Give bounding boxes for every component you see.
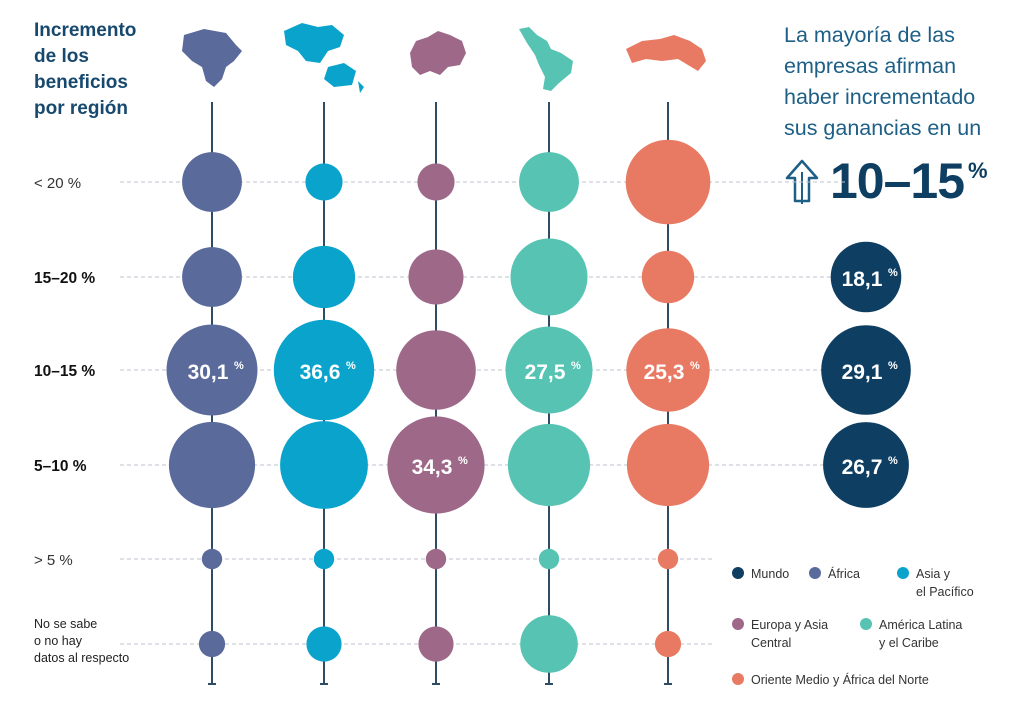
category-label: < 20 %: [34, 175, 81, 192]
bubble: [306, 626, 342, 662]
europe-central-asia-map-icon: [410, 31, 466, 75]
title-line: Incremento: [34, 20, 137, 41]
value-unit: %: [690, 360, 700, 372]
headline-line: haber incrementado: [784, 85, 976, 109]
bubble: [396, 330, 476, 410]
value-unit: %: [458, 455, 468, 467]
legend-swatch: [809, 567, 821, 579]
latin-america-map-icon: [519, 27, 573, 91]
bubble: [425, 548, 447, 570]
headline-unit: %: [968, 158, 988, 183]
africa-map-icon: [182, 29, 242, 87]
legend-swatch: [732, 673, 744, 685]
bubble: [305, 163, 343, 201]
bubble: [168, 421, 256, 509]
bubble: [519, 152, 579, 212]
legend-label: Oriente Medio y África del Norte: [751, 672, 929, 687]
value-label: 34,3: [412, 456, 453, 479]
bubble: [626, 328, 710, 412]
bubble: [313, 548, 335, 570]
headline-line: sus ganancias en un: [784, 116, 982, 140]
category-label: > 5 %: [34, 552, 73, 569]
bubble: [166, 324, 258, 416]
bubble: [273, 319, 375, 421]
legend-swatch: [897, 567, 909, 579]
value-label: 30,1: [188, 361, 229, 384]
bubble: [654, 630, 682, 658]
legend-label: Mundo: [751, 567, 789, 581]
bubble: [823, 422, 909, 508]
headline-value: 10–15: [830, 153, 965, 209]
bubble: [507, 423, 591, 507]
category-label: No se sabe o no hay datos al respecto: [34, 617, 129, 665]
bubble: [821, 325, 911, 415]
chart-title: Incremento de los beneficios por región: [34, 18, 174, 122]
bubble: [830, 241, 902, 313]
bubble: [198, 630, 226, 658]
bubble: [182, 247, 242, 307]
bubble: [387, 416, 485, 514]
category-label: 5–10 %: [34, 458, 87, 475]
legend-label: Europa y Asia Central: [751, 618, 828, 650]
value-label: 18,1: [842, 268, 883, 291]
bubble: [626, 423, 710, 507]
category-label: 10–15 %: [34, 363, 95, 380]
value-unit: %: [888, 455, 898, 467]
middle-east-north-africa-map-icon: [626, 35, 706, 71]
value-label: 29,1: [842, 361, 883, 384]
legend-swatch: [732, 618, 744, 630]
legend-label: América Latina y el Caribe: [879, 618, 962, 650]
up-arrow-icon: [785, 159, 819, 204]
title-line: beneficios: [34, 72, 128, 93]
value-unit: %: [346, 360, 356, 372]
legend-label: África: [828, 566, 860, 581]
bubble: [641, 250, 695, 304]
bubble: [657, 548, 679, 570]
category-label: 15–20 %: [34, 270, 95, 287]
bubble: [201, 548, 223, 570]
title-line: de los: [34, 46, 89, 67]
legend-swatch: [732, 567, 744, 579]
bubble: [408, 249, 464, 305]
value-unit: %: [888, 360, 898, 372]
value-label: 36,6: [300, 361, 341, 384]
value-label: 27,5: [525, 361, 566, 384]
headline-line: empresas afirman: [784, 54, 957, 78]
bubble: [292, 245, 356, 309]
headline-line: La mayoría de las: [784, 23, 955, 47]
bubble: [280, 421, 368, 509]
bubble: [538, 548, 560, 570]
bubble: [417, 163, 455, 201]
legend-swatch: [860, 618, 872, 630]
title-line: por región: [34, 98, 128, 119]
value-unit: %: [234, 360, 244, 372]
headline: La mayoría de las empresas afirman haber…: [784, 20, 1019, 144]
value-unit: %: [888, 267, 898, 279]
bubble: [418, 626, 454, 662]
value-label: 25,3: [644, 361, 685, 384]
value-unit: %: [571, 360, 581, 372]
bubble: [510, 238, 588, 316]
asia-pacific-map-icon: [284, 23, 364, 93]
legend-label: Asia y el Pacífico: [916, 567, 974, 599]
bubble: [182, 152, 242, 212]
bubble: [520, 615, 578, 673]
value-label: 26,7: [842, 456, 883, 479]
bubble: [505, 326, 593, 414]
bubble: [625, 139, 711, 225]
